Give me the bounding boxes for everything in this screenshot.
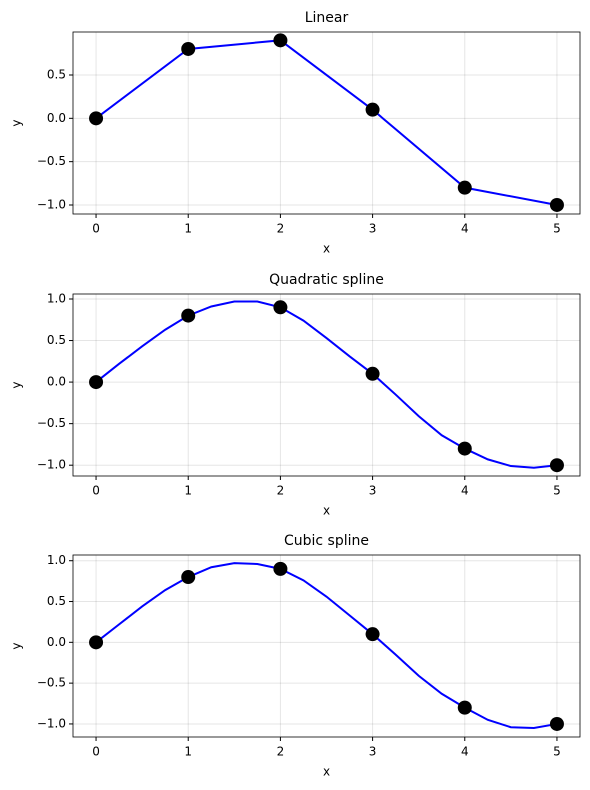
x-axis-label: x — [323, 504, 330, 518]
subplot: 0 1 2 3 4 5 1.0 0.5 0.0 −0.5 −1.0 Cubic spline x y — [10, 533, 581, 779]
y-tick-label: −0.5 — [37, 416, 66, 430]
x-tick-label: 4 — [461, 484, 469, 498]
x-tick-label: 0 — [92, 484, 100, 498]
point — [89, 111, 104, 126]
y-tick-label: 0.0 — [47, 375, 66, 389]
y-tick-label: 1.0 — [47, 291, 66, 305]
y-tick-label: 0.5 — [47, 67, 66, 81]
point — [89, 635, 104, 650]
y-tick-label: 0.5 — [47, 333, 66, 347]
line — [95, 300, 558, 469]
y-tick-label: 1.0 — [47, 553, 66, 567]
y-tick-label: 0.0 — [47, 635, 66, 649]
subplot: 0 1 2 3 4 5 1.0 0.5 0.0 −0.5 −1.0 Quadratic spline x… — [10, 272, 581, 518]
y-tick-label: 0.0 — [47, 111, 66, 125]
point — [365, 102, 380, 117]
y-axis-label: y — [10, 119, 24, 126]
point — [273, 33, 288, 48]
x-axis-label: x — [323, 242, 330, 256]
point — [365, 627, 380, 642]
subplot: 0 1 2 3 4 5 0.5 0.0 −0.5 −1.0 Linear x y — [10, 10, 581, 256]
point — [549, 716, 564, 731]
y-tick-label: −0.5 — [37, 676, 66, 690]
x-tick-label: 2 — [277, 484, 285, 498]
point — [181, 41, 196, 56]
point — [273, 300, 288, 315]
point — [549, 197, 564, 212]
x-tick-label: 5 — [553, 484, 561, 498]
x-axis-label: x — [323, 765, 330, 779]
y-tick-label: −0.5 — [37, 154, 66, 168]
point — [457, 180, 472, 195]
point — [457, 700, 472, 715]
point — [549, 458, 564, 473]
x-tick-label: 5 — [553, 222, 561, 236]
point — [273, 561, 288, 576]
x-tick-label: 2 — [277, 222, 285, 236]
x-tick-label: 0 — [92, 745, 100, 759]
axes-frame — [72, 31, 581, 215]
axes-frame — [72, 293, 581, 477]
chart-title: Cubic spline — [284, 533, 369, 549]
x-tick-label: 3 — [369, 745, 377, 759]
line — [95, 562, 558, 730]
x-tick-label: 2 — [277, 745, 285, 759]
y-tick-label: −1.0 — [37, 458, 66, 472]
point — [181, 570, 196, 585]
point — [457, 441, 472, 456]
axes-frame — [72, 554, 581, 738]
x-tick-label: 0 — [92, 222, 100, 236]
y-axis-label: y — [10, 381, 24, 388]
point — [89, 375, 104, 390]
x-tick-label: 1 — [184, 484, 192, 498]
y-tick-label: 0.5 — [47, 594, 66, 608]
chart-title: Quadratic spline — [269, 272, 384, 288]
line — [95, 39, 558, 206]
x-tick-label: 4 — [461, 222, 469, 236]
y-tick-label: −1.0 — [37, 197, 66, 211]
x-tick-label: 1 — [184, 745, 192, 759]
x-tick-label: 3 — [369, 484, 377, 498]
point — [365, 366, 380, 381]
x-tick-label: 5 — [553, 745, 561, 759]
y-axis-label: y — [10, 642, 24, 649]
chart-title: Linear — [305, 10, 349, 26]
x-tick-label: 3 — [369, 222, 377, 236]
point — [181, 308, 196, 323]
x-tick-label: 4 — [461, 745, 469, 759]
x-tick-label: 1 — [184, 222, 192, 236]
y-tick-label: −1.0 — [37, 716, 66, 730]
